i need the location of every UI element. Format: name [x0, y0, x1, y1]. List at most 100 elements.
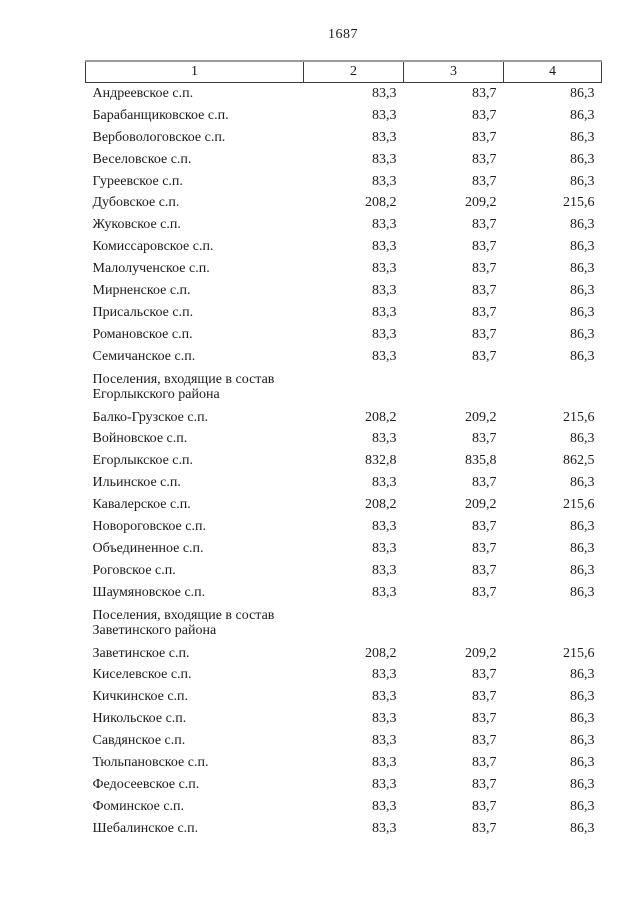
value-col-2: 83,3 [372, 711, 397, 727]
settlement-name: Егорлыкское с.п. [92, 453, 194, 469]
table-row: Мирненское с.п. 83,3 83,7 86,3 [86, 280, 602, 302]
empty-cell [504, 604, 602, 643]
table-row: Семичанское с.п. 83,3 83,7 86,3 [86, 346, 602, 368]
table-row: Веселовское с.п. 83,3 83,7 86,3 [86, 149, 602, 171]
table-row: Савдянское с.п. 83,3 83,7 86,3 [86, 730, 602, 752]
value-col-2: 83,3 [372, 129, 397, 145]
settlement-name: Фоминское с.п. [92, 798, 185, 814]
value-col-3: 83,7 [472, 348, 497, 364]
value-col-3: 83,7 [472, 754, 497, 770]
value-col-4: 86,3 [570, 304, 595, 320]
table-row: Заветинское с.п. 208,2 209,2 215,6 [86, 643, 602, 665]
table-row: Романовское с.п. 83,3 83,7 86,3 [86, 324, 602, 346]
value-col-3: 83,7 [472, 689, 497, 705]
value-col-4: 86,3 [570, 584, 595, 600]
value-col-2: 83,3 [372, 518, 397, 534]
value-col-3: 83,7 [472, 733, 497, 749]
value-col-4: 862,5 [563, 453, 595, 469]
value-col-2: 208,2 [365, 409, 397, 425]
table-row: Комиссаровское с.п. 83,3 83,7 86,3 [86, 236, 602, 258]
table-row: Ильинское с.п. 83,3 83,7 86,3 [86, 472, 602, 494]
value-col-2: 83,3 [372, 754, 397, 770]
settlement-name: Дубовское с.п. [92, 195, 180, 211]
value-col-3: 83,7 [472, 776, 497, 792]
empty-cell [404, 368, 504, 407]
value-col-2: 83,3 [372, 107, 397, 123]
value-col-2: 83,3 [372, 733, 397, 749]
section-row: Поселения, входящие в состав Заветинског… [86, 604, 602, 643]
empty-cell [304, 368, 404, 407]
value-col-4: 86,3 [570, 667, 595, 683]
settlement-name: Войновское с.п. [92, 431, 188, 447]
value-col-2: 208,2 [365, 497, 397, 513]
value-col-3: 83,7 [472, 798, 497, 814]
settlement-name: Объединенное с.п. [92, 540, 204, 556]
value-col-3: 83,7 [472, 540, 497, 556]
table-row: Шебалинское с.п. 83,3 83,7 86,3 [86, 818, 602, 840]
table-row: Кичкинское с.п. 83,3 83,7 86,3 [86, 686, 602, 708]
column-header-2: 2 [303, 60, 404, 83]
value-col-3: 83,7 [472, 239, 497, 255]
settlement-name: Шаумяновское с.п. [92, 584, 206, 600]
value-col-3: 209,2 [465, 497, 497, 513]
value-col-2: 83,3 [372, 261, 397, 277]
value-col-3: 83,7 [472, 173, 497, 189]
table-row: Никольское с.п. 83,3 83,7 86,3 [86, 708, 602, 730]
section-row: Поселения, входящие в состав Егорлыкског… [86, 368, 602, 407]
value-col-4: 86,3 [570, 129, 595, 145]
table-row: Вербовологовское с.п. 83,3 83,7 86,3 [86, 127, 602, 149]
value-col-3: 83,7 [472, 667, 497, 683]
value-col-4: 215,6 [563, 645, 595, 661]
page-number: 1687 [328, 27, 358, 42]
section-label: Поселения, входящие в состав Заветинског… [92, 607, 275, 639]
value-col-2: 83,3 [372, 689, 397, 705]
table-row: Кавалерское с.п. 208,2 209,2 215,6 [86, 494, 602, 516]
table-row: Барабанщиковское с.п. 83,3 83,7 86,3 [86, 105, 602, 127]
table-row: Жуковское с.п. 83,3 83,7 86,3 [86, 214, 602, 236]
section-label: Поселения, входящие в состав Егорлыкског… [92, 371, 275, 403]
value-col-4: 86,3 [570, 326, 595, 342]
value-col-4: 86,3 [570, 431, 595, 447]
settlement-name: Романовское с.п. [92, 326, 193, 342]
value-col-4: 215,6 [563, 195, 595, 211]
value-col-4: 86,3 [570, 518, 595, 534]
value-col-3: 209,2 [465, 645, 497, 661]
value-col-4: 86,3 [570, 173, 595, 189]
table-row: Роговское с.п. 83,3 83,7 86,3 [86, 560, 602, 582]
table-row: Егорлыкское с.п. 832,8 835,8 862,5 [86, 450, 602, 472]
value-col-2: 83,3 [372, 348, 397, 364]
value-col-2: 83,3 [372, 431, 397, 447]
table-row: Гуреевское с.п. 83,3 83,7 86,3 [86, 171, 602, 193]
table-row: Федосеевское с.п. 83,3 83,7 86,3 [86, 774, 602, 796]
settlement-name: Киселевское с.п. [92, 667, 192, 683]
value-col-4: 86,3 [570, 282, 595, 298]
value-col-2: 83,3 [372, 776, 397, 792]
settlement-name: Роговское с.п. [92, 562, 176, 578]
value-col-3: 83,7 [472, 711, 497, 727]
column-header-4: 4 [503, 60, 602, 83]
settlement-name: Вербовологовское с.п. [92, 129, 226, 145]
value-col-2: 208,2 [365, 195, 397, 211]
table-header-row: 1 2 3 4 [85, 60, 602, 83]
value-col-2: 83,3 [372, 217, 397, 233]
value-col-2: 83,3 [372, 475, 397, 491]
value-col-2: 832,8 [365, 453, 397, 469]
settlement-name: Ильинское с.п. [92, 475, 181, 491]
table-row: Тюльпановское с.п. 83,3 83,7 86,3 [86, 752, 602, 774]
table-row: Объединенное с.п. 83,3 83,7 86,3 [86, 538, 602, 560]
empty-cell [304, 604, 404, 643]
value-col-4: 215,6 [563, 409, 595, 425]
table-row: Андреевское с.п. 83,3 83,7 86,3 [86, 83, 602, 105]
value-col-2: 83,3 [372, 239, 397, 255]
settlement-name: Барабанщиковское с.п. [92, 107, 229, 123]
value-col-4: 86,3 [570, 217, 595, 233]
table-row: Фоминское с.п. 83,3 83,7 86,3 [86, 796, 602, 818]
settlement-name: Новороговское с.п. [92, 518, 206, 534]
table-row: Киселевское с.п. 83,3 83,7 86,3 [86, 664, 602, 686]
value-col-4: 86,3 [570, 754, 595, 770]
value-col-3: 83,7 [472, 326, 497, 342]
value-col-4: 86,3 [570, 475, 595, 491]
value-col-3: 83,7 [472, 261, 497, 277]
value-col-4: 86,3 [570, 151, 595, 167]
